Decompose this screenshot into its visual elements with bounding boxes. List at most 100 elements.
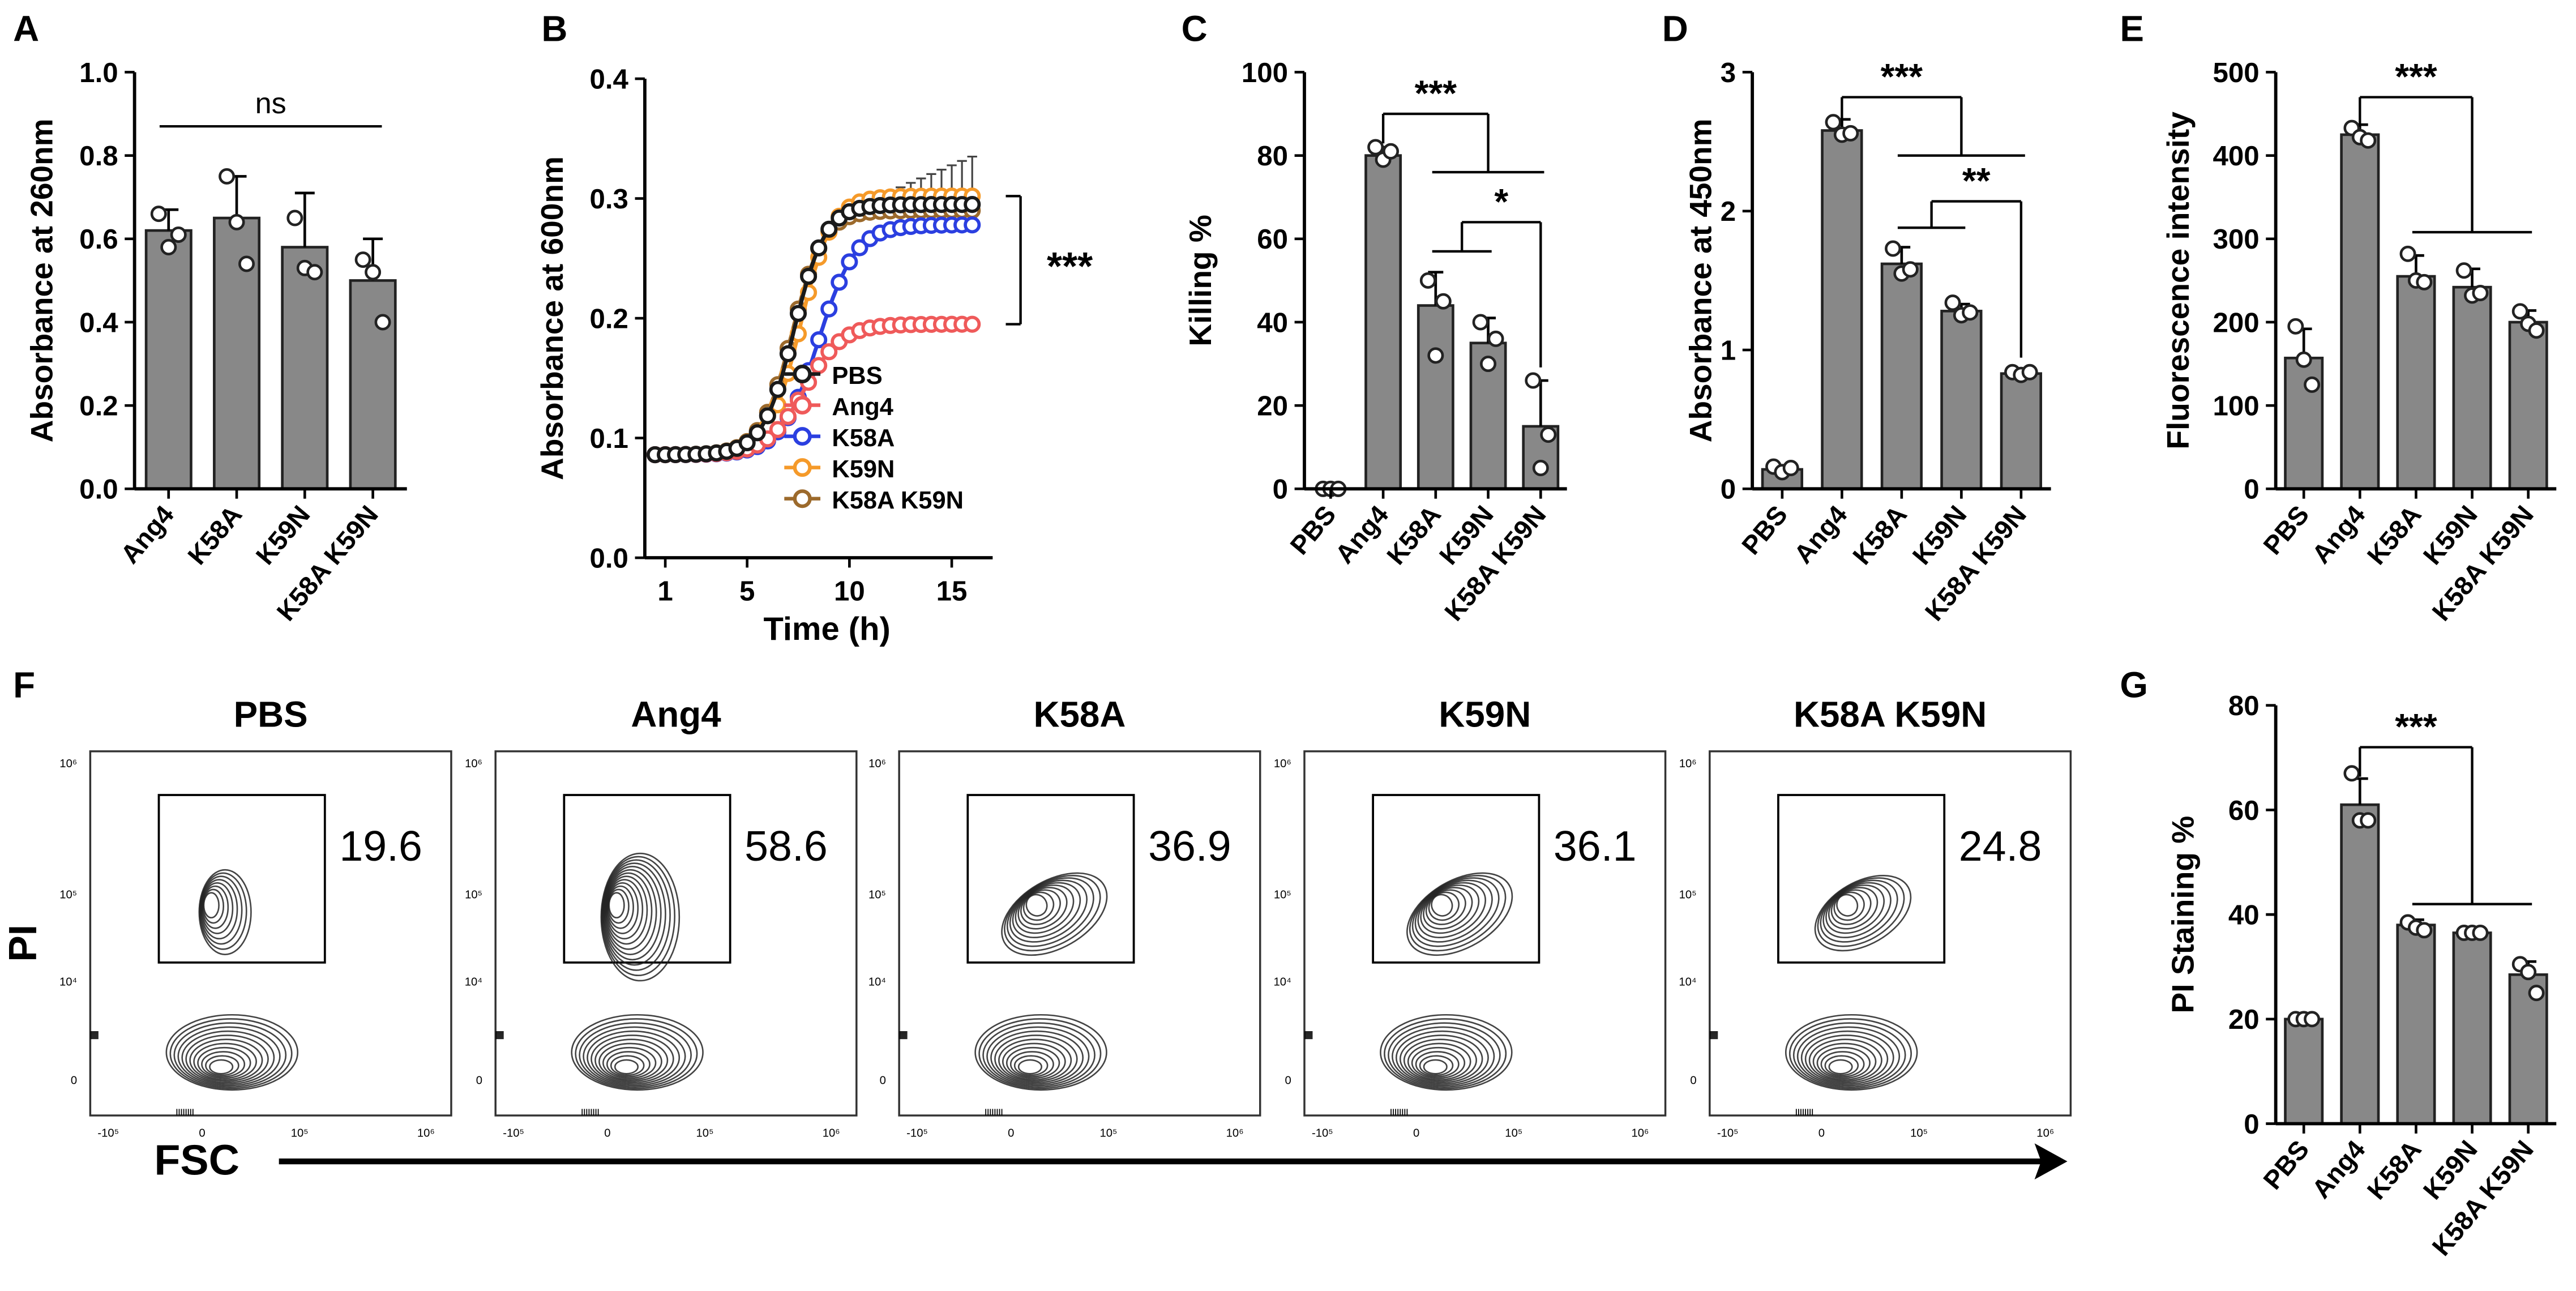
bar: [2396, 924, 2436, 1125]
y-tick-label: 10⁴: [1679, 976, 1696, 989]
panel-letter-F: F: [13, 664, 35, 705]
y-tick-label: 10⁴: [465, 976, 482, 989]
y-tick-label: 10⁴: [59, 976, 77, 989]
series-marker: [831, 273, 848, 291]
series-marker: [779, 408, 797, 425]
y-axis-label: Absorbance at 450nm: [1683, 118, 1718, 442]
x-tick-label: -10⁵: [906, 1127, 928, 1140]
contour: [1796, 1026, 1901, 1087]
x-tick-label: 10⁵: [696, 1127, 714, 1140]
series-marker: [769, 381, 786, 398]
y-tick-label: 10⁶: [868, 758, 886, 770]
data-point: [2343, 765, 2360, 782]
y-tick-label: 0.3: [589, 183, 628, 215]
y-axis-label: Fluorescence intensity: [2160, 112, 2196, 450]
series-marker: [779, 345, 797, 362]
significance-label: ***: [1047, 244, 1093, 288]
series-marker: [759, 407, 776, 425]
x-tick-label: 0: [1413, 1127, 1419, 1140]
contour: [1814, 874, 1912, 952]
flow-plot-title: K59N: [1439, 694, 1531, 734]
x-tick-label: PBS: [1736, 500, 1793, 560]
y-axis-label: Killing %: [1183, 215, 1218, 346]
data-point: [2455, 262, 2472, 279]
significance-label: **: [1962, 160, 1991, 201]
x-tick-label: K58A: [2361, 500, 2427, 570]
contour: [1384, 1018, 1507, 1089]
y-tick-label: 0.6: [79, 224, 118, 255]
panel-letter-B: B: [541, 8, 567, 49]
x-tick-label: 1: [657, 575, 673, 606]
data-point: [2472, 924, 2489, 941]
contour: [590, 1034, 674, 1084]
y-tick-label: 1.0: [79, 57, 118, 88]
data-point: [1419, 272, 1436, 289]
y-tick-label: 0.8: [79, 140, 118, 172]
contour: [606, 1051, 651, 1078]
data-point: [1842, 125, 1859, 142]
contour: [610, 1055, 645, 1076]
x-tick-label: Ang4: [1329, 500, 1394, 569]
contour: [604, 869, 657, 955]
series-marker: [810, 239, 828, 257]
contour: [1403, 1038, 1478, 1082]
series-marker: [820, 343, 838, 361]
data-point: [2416, 273, 2433, 290]
series-marker: [964, 216, 981, 234]
data-point: [2472, 284, 2489, 301]
gate-percent: 24.8: [1959, 822, 2042, 870]
panel-letter-E: E: [2120, 8, 2144, 49]
bar: [1364, 154, 1402, 490]
data-point: [365, 264, 382, 281]
y-axis-label: PI Staining %: [2166, 816, 2201, 1014]
data-point: [2304, 1011, 2321, 1028]
flow-plot-title: Ang4: [631, 694, 721, 734]
x-axis-label: Time (h): [763, 611, 890, 647]
contour: [193, 1042, 257, 1080]
legend-marker: [793, 489, 812, 508]
series-marker: [851, 239, 868, 257]
x-tick-label: 10⁵: [1505, 1127, 1522, 1140]
y-tick-label: 0.0: [79, 474, 118, 505]
contour: [602, 1046, 657, 1079]
y-tick-label: 80: [2228, 690, 2260, 721]
data-point: [2360, 132, 2377, 149]
data-point: [170, 226, 187, 243]
y-tick-label: 0.0: [589, 542, 628, 574]
y-tick-label: 20: [1257, 391, 1288, 422]
contour: [982, 1022, 1096, 1088]
contour: [185, 1034, 269, 1084]
contour: [614, 1059, 639, 1075]
significance-label: *: [1494, 181, 1508, 222]
gate-percent: 19.6: [339, 822, 422, 870]
plot-frame: [1303, 750, 1667, 1117]
data-point: [354, 251, 371, 268]
y-tick-label: 3: [1721, 57, 1736, 88]
contour: [169, 1018, 293, 1089]
x-tick-label: 5: [739, 575, 755, 606]
x-tick-label: 10⁶: [1631, 1127, 1649, 1140]
plot-frame: [89, 750, 452, 1117]
bar: [2000, 372, 2042, 490]
series-marker: [820, 220, 838, 238]
contour: [197, 1046, 251, 1079]
x-tick-label: 0: [1008, 1127, 1014, 1140]
bar: [144, 229, 192, 490]
y-tick-label: 0.1: [589, 423, 628, 454]
series-marker: [964, 315, 981, 333]
contour: [1001, 872, 1108, 956]
x-tick-label: PBS: [2257, 500, 2314, 560]
y-axis-label: Absorbance at 600nm: [534, 156, 570, 480]
data-point: [2528, 322, 2545, 339]
y-tick-label: 40: [2228, 900, 2260, 931]
data-point: [1480, 356, 1497, 373]
bar: [2508, 320, 2548, 490]
bar: [1821, 129, 1863, 490]
fsc-arrow-head: [2034, 1143, 2068, 1179]
contour: [1792, 1022, 1906, 1088]
data-point: [2021, 364, 2038, 381]
contour: [1002, 1042, 1066, 1080]
y-tick-label: 1: [1721, 335, 1736, 366]
